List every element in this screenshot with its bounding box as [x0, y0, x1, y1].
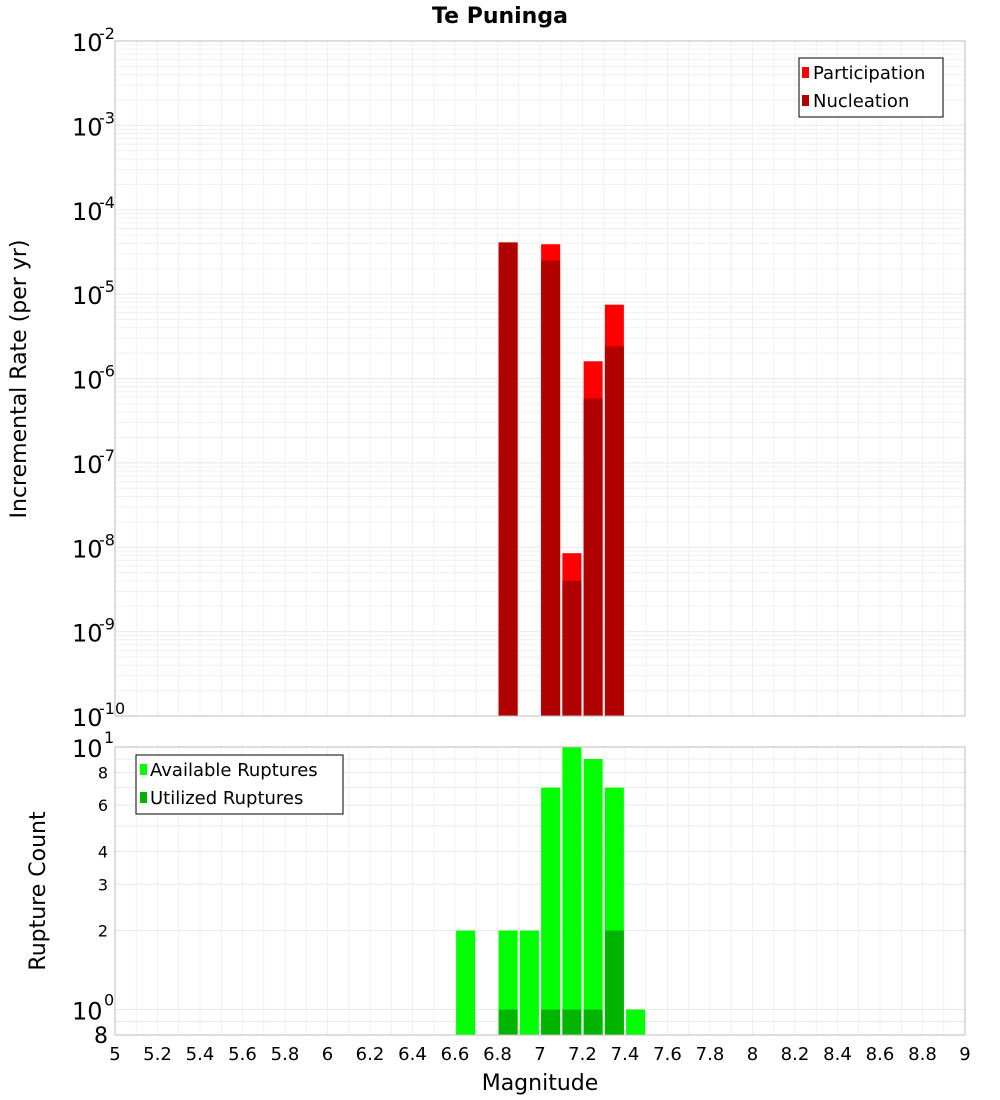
- legend-swatch-utilized: [140, 792, 147, 803]
- bottom-plot-frame: [114, 746, 966, 1036]
- top-y-tick-base: 10: [72, 29, 103, 57]
- chart-title: Te Puninga: [432, 4, 568, 29]
- bar-available-ruptures: [562, 747, 582, 1035]
- top-y-tick-exponent: -9: [99, 615, 115, 634]
- top-y-tick-exponent: -6: [99, 362, 115, 381]
- x-tick-label: 5: [109, 1044, 120, 1065]
- x-tick-label: 6.6: [441, 1044, 470, 1065]
- top-y-tick-base: 10: [72, 451, 103, 479]
- top-bars: [498, 242, 624, 717]
- x-tick-label: 6.2: [356, 1044, 385, 1065]
- x-tick-label: 5.4: [186, 1044, 215, 1065]
- top-y-tick-base: 10: [72, 367, 103, 395]
- top-y-tick-base: 10: [72, 198, 103, 226]
- bottom-legend: Available Ruptures Utilized Ruptures: [135, 754, 344, 815]
- bar-nucleation: [541, 260, 561, 716]
- bar-nucleation: [562, 580, 582, 716]
- x-tick-label: 9: [959, 1044, 970, 1065]
- bar-available-ruptures: [626, 1009, 646, 1035]
- bar-nucleation: [498, 242, 518, 716]
- top-y-tick-base: 10: [72, 113, 103, 141]
- x-tick-label: 7: [534, 1044, 545, 1065]
- x-tick-label: 8.2: [781, 1044, 810, 1065]
- top-y-tick-base: 10: [72, 704, 103, 732]
- x-tick-label: 8.6: [866, 1044, 895, 1065]
- x-tick-label: 8: [747, 1044, 758, 1065]
- bar-utilized-ruptures: [498, 1009, 518, 1035]
- top-plot-frame: [114, 40, 966, 717]
- bottom-y-tick-base: 10: [72, 735, 103, 763]
- x-tick-label: 5.2: [143, 1044, 172, 1065]
- bottom-y-tick-label: 4: [98, 842, 108, 861]
- x-tick-label: 7.4: [611, 1044, 640, 1065]
- bar-available-ruptures: [583, 759, 603, 1035]
- bottom-y-tick-label: 2: [98, 922, 108, 941]
- bar-available-ruptures: [456, 930, 476, 1035]
- legend-swatch-participation: [802, 67, 809, 78]
- legend-swatch-available: [140, 764, 147, 775]
- top-y-tick-exponent: -2: [99, 24, 115, 43]
- x-tick-label: 6.8: [483, 1044, 512, 1065]
- bottom-y-tick-label: 8: [94, 1024, 108, 1049]
- top-legend: Participation Nucleation: [798, 57, 944, 118]
- top-y-tick-base: 10: [72, 620, 103, 648]
- bar-utilized-ruptures: [541, 1009, 561, 1035]
- top-y-tick-exponent: -8: [99, 530, 115, 549]
- top-legend-box: [798, 57, 944, 118]
- bottom-y-tick-base: 10: [72, 998, 103, 1026]
- legend-label-available: Available Ruptures: [150, 760, 318, 781]
- x-tick-label: 5.6: [228, 1044, 257, 1065]
- bar-utilized-ruptures: [583, 1009, 603, 1035]
- top-y-tick-exponent: -3: [99, 108, 115, 127]
- bar-available-ruptures: [498, 930, 518, 1035]
- x-tick-label: 6.4: [398, 1044, 427, 1065]
- top-y-axis-label: Incremental Rate (per yr): [7, 240, 32, 519]
- top-chart: Te Puninga 10-1010-910-810-710-610-510-4…: [7, 4, 966, 732]
- bottom-y-tick-exponent: 0: [104, 991, 114, 1010]
- bottom-legend-box: [135, 754, 344, 815]
- top-y-tick-exponent: -7: [99, 446, 115, 465]
- bottom-y-tick-label: 6: [98, 796, 108, 815]
- top-y-tick-base: 10: [72, 535, 103, 563]
- bar-nucleation: [604, 346, 624, 716]
- legend-label-utilized: Utilized Ruptures: [150, 788, 303, 809]
- bottom-y-tick-exponent: 1: [104, 728, 114, 747]
- x-tick-label: 7.6: [653, 1044, 682, 1065]
- legend-label-nucleation: Nucleation: [813, 91, 909, 112]
- x-tick-label: 7.2: [568, 1044, 597, 1065]
- top-y-tick-exponent: -5: [99, 277, 115, 296]
- x-tick-label: 7.8: [696, 1044, 725, 1065]
- bar-utilized-ruptures: [562, 1009, 582, 1035]
- x-tick-label: 6: [322, 1044, 333, 1065]
- x-tick-label: 5.8: [271, 1044, 300, 1065]
- x-ticks: 5 5.2 5.4 5.6 5.8 6 6.2 6.4 6.6 6.8 7 7.2 7.4 7.6 7.8 8…: [109, 1044, 970, 1065]
- top-y-tick-exponent: -4: [99, 193, 115, 212]
- top-y-tick-base: 10: [72, 282, 103, 310]
- x-axis-label: Magnitude: [482, 1071, 599, 1096]
- bar-available-ruptures: [541, 787, 561, 1035]
- top-y-tick-exponent: -10: [99, 699, 125, 718]
- top-grid: [114, 40, 966, 717]
- legend-swatch-nucleation: [802, 95, 809, 106]
- bar-available-ruptures: [519, 930, 539, 1035]
- bar-utilized-ruptures: [604, 930, 624, 1035]
- legend-label-participation: Participation: [813, 63, 925, 84]
- bottom-y-tick-label: 3: [98, 875, 108, 894]
- bottom-bars: [456, 747, 646, 1035]
- bar-nucleation: [583, 398, 603, 716]
- x-tick-label: 8.8: [908, 1044, 937, 1065]
- bottom-y-tick-label: 8: [98, 763, 108, 782]
- bottom-y-axis-label: Rupture Count: [26, 811, 51, 971]
- x-tick-label: 8.4: [823, 1044, 852, 1065]
